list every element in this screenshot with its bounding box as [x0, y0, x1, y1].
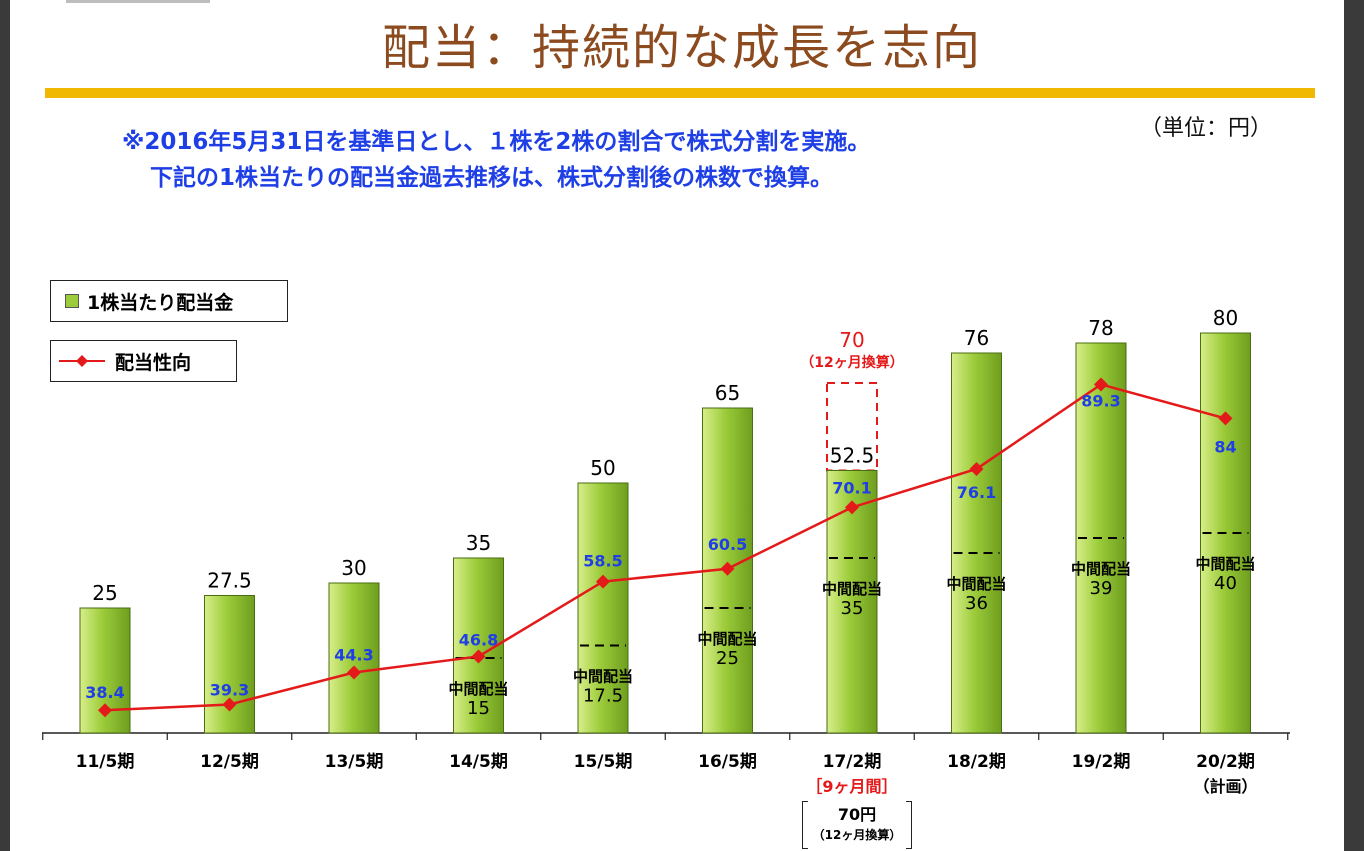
interim-dividend-value: 17.5	[583, 686, 623, 707]
annualized-dashed-box	[826, 382, 878, 472]
legend-line-diamond-icon	[59, 355, 105, 367]
interim-dividend-label: 中間配当	[1071, 560, 1131, 578]
annualized-sublabel: （12ヶ月換算）	[800, 354, 903, 371]
interim-dividend-value: 36	[965, 593, 988, 614]
payout-ratio-point	[720, 561, 735, 576]
x-tick-label: 20/2期	[1196, 752, 1255, 772]
interim-dividend-label: 中間配当	[822, 580, 882, 598]
annualized-note-sub: （12ヶ月換算）	[812, 828, 902, 842]
dividend-value-label: 52.5	[830, 444, 875, 468]
legend-dividend-label: 1株当たり配当金	[87, 291, 234, 314]
interim-dividend-label: 中間配当	[697, 630, 757, 648]
payout-ratio-label: 89.3	[1081, 391, 1120, 410]
payout-ratio-point	[347, 665, 361, 680]
interim-dividend-value: 39	[1090, 578, 1113, 599]
dividend-value-label: 50	[590, 456, 615, 480]
annualized-value-label: 70	[839, 328, 864, 352]
x-tick-label: 19/2期	[1072, 752, 1131, 772]
x-tick-label: 11/5期	[76, 752, 135, 772]
dividend-value-label: 76	[964, 326, 989, 350]
x-tick-note: ［9ヶ月間］	[806, 777, 897, 796]
x-tick-label: 16/5期	[698, 752, 757, 772]
x-tick-label: 13/5期	[325, 752, 384, 772]
dividend-value-label: 27.5	[207, 569, 252, 593]
x-tick-label: 18/2期	[947, 752, 1006, 772]
split-note-line-1: ※2016年5月31日を基準日とし、１株を2株の割合で株式分割を実施。	[122, 129, 871, 155]
x-tick-label: 14/5期	[449, 752, 508, 772]
dividend-value-label: 78	[1088, 316, 1113, 340]
dividend-value-label: 65	[715, 381, 740, 405]
legend-payout-ratio-label: 配当性向	[115, 351, 192, 374]
payout-ratio-point	[471, 649, 486, 664]
dividend-value-label: 25	[92, 581, 117, 605]
annualized-note-main: 70円	[837, 805, 877, 824]
window-frame-right	[1344, 0, 1364, 851]
interim-dividend-label: 中間配当	[1195, 555, 1255, 573]
x-tick-note: （計画）	[1193, 777, 1257, 796]
interim-dividend-value: 25	[716, 648, 739, 669]
split-note-line-2: 下記の1株当たりの配当金過去推移は、株式分割後の株数で換算。	[150, 165, 834, 191]
x-tick-label: 17/2期	[823, 752, 882, 772]
dividend-bar	[328, 582, 380, 734]
x-tick-label: 12/5期	[200, 752, 259, 772]
unit-label: （単位：円）	[1140, 116, 1273, 141]
payout-ratio-label: 84	[1214, 437, 1236, 456]
payout-ratio-point	[969, 461, 984, 476]
payout-ratio-point	[1094, 377, 1108, 392]
payout-ratio-point	[222, 697, 237, 712]
annualized-note-box: 70円 （12ヶ月換算）	[802, 801, 912, 849]
dividend-bar	[951, 352, 1002, 734]
interim-dividend-label: 中間配当	[573, 668, 633, 686]
title-underline	[45, 88, 1315, 98]
payout-ratio-label: 70.1	[832, 478, 871, 497]
payout-ratio-point	[845, 500, 859, 515]
interim-dividend-value: 40	[1214, 573, 1237, 594]
legend-bar-swatch	[65, 294, 79, 308]
payout-ratio-label: 46.8	[459, 630, 498, 649]
interim-dividend-value: 15	[467, 698, 490, 719]
dividend-bar	[204, 595, 255, 734]
interim-dividend-label: 中間配当	[448, 680, 508, 698]
payout-ratio-line	[104, 383, 1226, 712]
payout-ratio-label: 60.5	[708, 535, 747, 554]
payout-ratio-label: 76.1	[957, 483, 996, 502]
page-title: 配当：持続的な成長を志向	[381, 20, 982, 76]
payout-ratio-label: 58.5	[583, 552, 622, 571]
dividend-value-label: 80	[1213, 306, 1238, 330]
legend-payout-ratio: 配当性向	[50, 340, 237, 382]
payout-ratio-label: 38.4	[85, 683, 124, 702]
dividend-bar	[577, 482, 629, 734]
interim-dividend-value: 35	[841, 598, 864, 619]
dividend-value-label: 35	[466, 531, 491, 555]
payout-ratio-label: 39.3	[210, 680, 249, 699]
window-frame-left	[0, 0, 10, 851]
dividend-value-label: 30	[341, 556, 366, 580]
interim-dividend-label: 中間配当	[946, 575, 1006, 593]
payout-ratio-point	[596, 574, 610, 589]
payout-ratio-point	[98, 703, 112, 718]
x-tick-label: 15/5期	[574, 752, 633, 772]
payout-ratio-point	[1218, 411, 1233, 426]
top-tab-strip	[66, 0, 210, 3]
payout-ratio-label: 44.3	[334, 645, 373, 664]
legend-dividend: 1株当たり配当金	[50, 280, 288, 322]
